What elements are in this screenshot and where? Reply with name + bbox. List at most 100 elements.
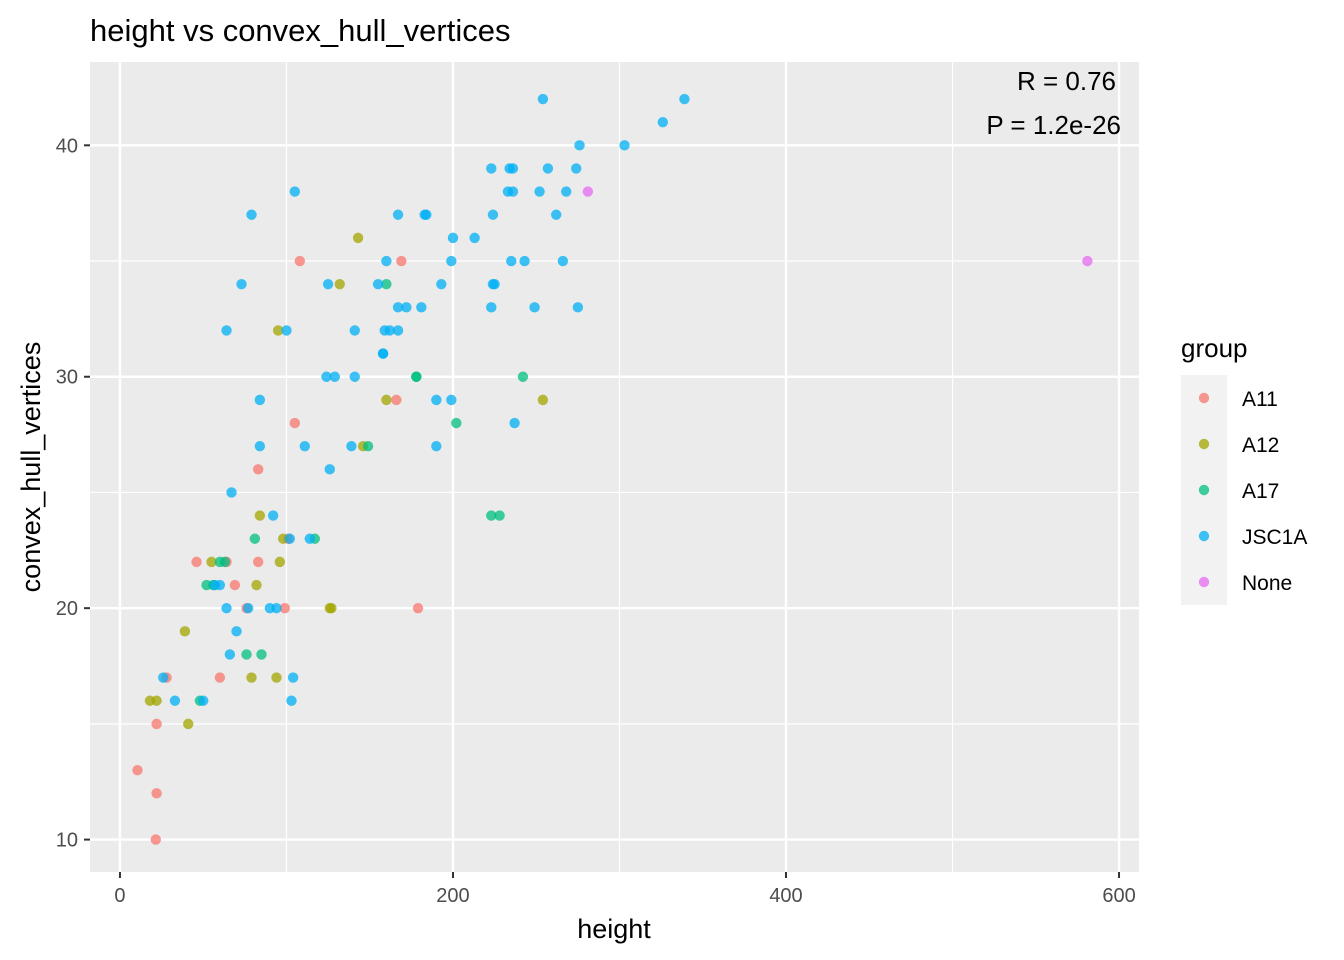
point-a11 <box>252 464 264 475</box>
point-jsc1a <box>289 186 301 197</box>
legend-label-a11: A11 <box>1242 388 1278 411</box>
point-jsc1a <box>349 325 360 336</box>
point-jsc1a <box>431 394 442 406</box>
point-jsc1a <box>198 695 209 706</box>
point-jsc1a <box>537 93 549 105</box>
point-jsc1a <box>372 278 384 290</box>
legend-label-jsc1a: JSC1A <box>1242 526 1307 549</box>
point-a11 <box>229 579 241 591</box>
point-jsc1a <box>322 278 334 290</box>
point-jsc1a <box>169 695 181 706</box>
point-jsc1a <box>436 278 447 290</box>
point-a17 <box>517 371 529 382</box>
point-jsc1a <box>236 278 247 290</box>
point-jsc1a <box>221 325 232 336</box>
point-jsc1a <box>284 533 296 544</box>
y-axis-title: convex_hull_vertices <box>16 342 46 593</box>
point-jsc1a <box>299 440 310 452</box>
point-jsc1a <box>446 255 457 267</box>
point-a11 <box>191 556 202 568</box>
point-a12 <box>179 626 191 637</box>
point-a11 <box>151 788 162 799</box>
point-jsc1a <box>542 163 554 174</box>
legend-key-jsc1a <box>1198 530 1210 542</box>
y-tick-label: 10 <box>56 830 78 852</box>
point-jsc1a <box>519 255 530 267</box>
y-tick-label: 40 <box>56 135 78 157</box>
point-jsc1a <box>509 417 520 429</box>
point-jsc1a <box>384 325 395 336</box>
point-jsc1a <box>267 510 279 521</box>
point-a12 <box>537 394 549 406</box>
point-jsc1a <box>349 371 360 382</box>
x-tick-label: 600 <box>1102 885 1135 907</box>
point-jsc1a <box>392 209 404 220</box>
point-a17 <box>249 533 261 544</box>
point-jsc1a <box>571 163 582 174</box>
point-a11 <box>412 602 424 614</box>
plot-panel <box>90 62 1139 872</box>
point-a12 <box>334 278 345 290</box>
legend: group A11 A12 A17 JSC1A None <box>1181 333 1307 605</box>
point-jsc1a <box>506 255 517 267</box>
point-jsc1a <box>486 163 497 174</box>
point-a17 <box>362 440 374 452</box>
point-jsc1a <box>561 186 572 197</box>
point-jsc1a <box>392 325 404 336</box>
chart-title: height vs convex_hull_vertices <box>90 13 510 48</box>
annotation-p: P = 1.2e-26 <box>986 110 1121 140</box>
point-jsc1a <box>381 255 392 267</box>
point-a12 <box>254 510 266 521</box>
point-a12 <box>251 579 262 591</box>
y-tick-label: 30 <box>56 367 78 389</box>
point-jsc1a <box>557 255 569 267</box>
point-a17 <box>256 649 267 660</box>
point-jsc1a <box>421 209 432 220</box>
point-jsc1a <box>529 302 540 313</box>
point-jsc1a <box>431 440 442 452</box>
point-a17 <box>241 649 252 660</box>
point-jsc1a <box>657 116 668 128</box>
point-jsc1a <box>254 440 266 452</box>
point-a12 <box>326 602 337 614</box>
x-tick-label: 200 <box>436 885 469 907</box>
point-a11 <box>150 834 161 845</box>
point-jsc1a <box>572 302 584 313</box>
point-a12 <box>352 232 364 244</box>
x-axis-title: height <box>577 914 651 944</box>
legend-title: group <box>1181 333 1248 363</box>
x-tick-label: 0 <box>114 885 125 907</box>
point-jsc1a <box>507 186 519 197</box>
point-jsc1a <box>489 278 500 290</box>
y-tick-label: 20 <box>56 598 78 620</box>
point-jsc1a <box>271 602 282 614</box>
x-axis: 0 200 400 600 <box>114 872 1136 907</box>
point-jsc1a <box>551 209 562 220</box>
point-jsc1a <box>281 325 292 336</box>
point-jsc1a <box>254 394 266 406</box>
point-jsc1a <box>486 302 497 313</box>
point-a11 <box>151 718 162 730</box>
point-a12 <box>183 718 194 730</box>
point-jsc1a <box>304 533 315 544</box>
point-a17 <box>411 371 422 382</box>
point-jsc1a <box>447 232 459 244</box>
annotation-r: R = 0.76 <box>1017 66 1116 96</box>
point-a12 <box>206 556 217 568</box>
point-jsc1a <box>346 440 357 452</box>
point-a12 <box>272 325 284 336</box>
point-a11 <box>294 255 305 267</box>
point-jsc1a <box>321 371 332 382</box>
point-jsc1a <box>679 93 690 105</box>
point-a12 <box>381 394 392 406</box>
point-jsc1a <box>446 394 457 406</box>
point-none <box>582 186 594 197</box>
point-jsc1a <box>214 579 226 591</box>
point-a17 <box>486 510 497 521</box>
point-jsc1a <box>221 602 232 614</box>
point-a17 <box>381 278 392 290</box>
legend-label-a12: A12 <box>1242 434 1279 457</box>
point-jsc1a <box>469 232 480 244</box>
point-a17 <box>494 510 505 521</box>
